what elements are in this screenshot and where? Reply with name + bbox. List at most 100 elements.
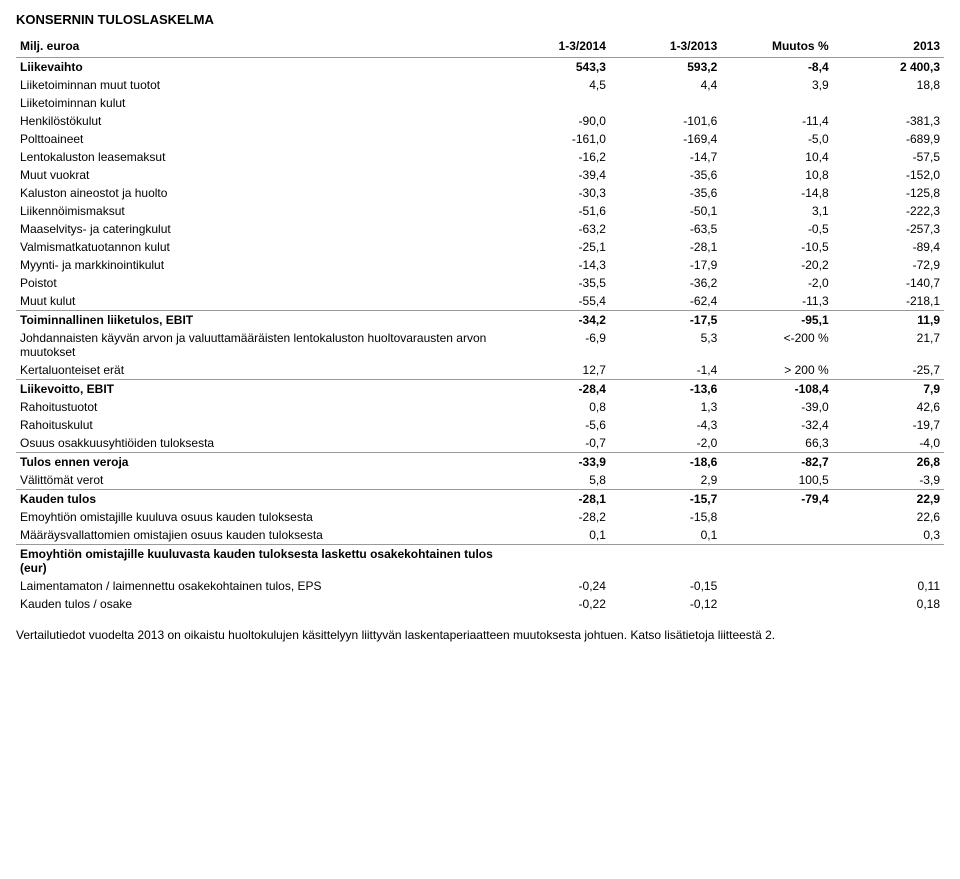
- row-val-4: -381,3: [833, 112, 944, 130]
- row-val-4: -57,5: [833, 148, 944, 166]
- table-row: Rahoitustuotot0,81,3-39,042,6: [16, 398, 944, 416]
- row-val-4: 0,18: [833, 595, 944, 613]
- row-val-2: -35,6: [610, 166, 721, 184]
- row-val-1: [499, 545, 610, 578]
- row-val-1: [499, 94, 610, 112]
- row-val-2: -101,6: [610, 112, 721, 130]
- row-val-3: 3,1: [721, 202, 832, 220]
- income-statement-table: Milj. euroa 1-3/2014 1-3/2013 Muutos % 2…: [16, 37, 944, 613]
- row-label: Laimentamaton / laimennettu osakekohtain…: [16, 577, 499, 595]
- row-val-4: 22,9: [833, 490, 944, 509]
- row-val-3: -79,4: [721, 490, 832, 509]
- row-val-1: -63,2: [499, 220, 610, 238]
- row-label: Liikennöimismaksut: [16, 202, 499, 220]
- row-val-2: -0,15: [610, 577, 721, 595]
- row-val-3: > 200 %: [721, 361, 832, 380]
- table-row: Poistot-35,5-36,2-2,0-140,7: [16, 274, 944, 292]
- row-val-2: [610, 94, 721, 112]
- row-label: Kauden tulos: [16, 490, 499, 509]
- row-val-4: [833, 94, 944, 112]
- row-val-4: 11,9: [833, 311, 944, 330]
- page-title: KONSERNIN TULOSLASKELMA: [16, 12, 944, 27]
- row-val-4: -3,9: [833, 471, 944, 490]
- row-label: Lentokaluston leasemaksut: [16, 148, 499, 166]
- row-val-1: -55,4: [499, 292, 610, 311]
- row-val-3: -14,8: [721, 184, 832, 202]
- row-val-3: [721, 577, 832, 595]
- row-val-4: -4,0: [833, 434, 944, 453]
- table-row: Maaselvitys- ja cateringkulut-63,2-63,5-…: [16, 220, 944, 238]
- row-val-1: -35,5: [499, 274, 610, 292]
- row-label: Kertaluonteiset erät: [16, 361, 499, 380]
- footnote: Vertailutiedot vuodelta 2013 on oikaistu…: [16, 627, 944, 643]
- row-val-4: 2 400,3: [833, 58, 944, 77]
- row-val-2: 593,2: [610, 58, 721, 77]
- row-label: Myynti- ja markkinointikulut: [16, 256, 499, 274]
- table-row: Johdannaisten käyvän arvon ja valuuttamä…: [16, 329, 944, 361]
- row-val-1: -0,7: [499, 434, 610, 453]
- row-val-3: -8,4: [721, 58, 832, 77]
- row-val-4: -25,7: [833, 361, 944, 380]
- row-val-4: -152,0: [833, 166, 944, 184]
- row-val-2: 1,3: [610, 398, 721, 416]
- row-val-4: 18,8: [833, 76, 944, 94]
- row-val-2: -15,8: [610, 508, 721, 526]
- row-val-4: -19,7: [833, 416, 944, 434]
- row-val-4: 0,3: [833, 526, 944, 545]
- row-val-1: -33,9: [499, 453, 610, 472]
- row-val-4: -140,7: [833, 274, 944, 292]
- row-val-1: 5,8: [499, 471, 610, 490]
- row-val-3: -32,4: [721, 416, 832, 434]
- row-val-1: -30,3: [499, 184, 610, 202]
- row-val-2: -17,5: [610, 311, 721, 330]
- row-val-1: -34,2: [499, 311, 610, 330]
- table-row: Kertaluonteiset erät12,7-1,4> 200 %-25,7: [16, 361, 944, 380]
- row-val-1: -28,2: [499, 508, 610, 526]
- table-row: Rahoituskulut-5,6-4,3-32,4-19,7: [16, 416, 944, 434]
- row-val-3: -39,0: [721, 398, 832, 416]
- row-label: Toiminnallinen liiketulos, EBIT: [16, 311, 499, 330]
- table-row: Toiminnallinen liiketulos, EBIT-34,2-17,…: [16, 311, 944, 330]
- row-val-2: 4,4: [610, 76, 721, 94]
- table-row: Muut kulut-55,4-62,4-11,3-218,1: [16, 292, 944, 311]
- row-val-2: -14,7: [610, 148, 721, 166]
- row-label: Henkilöstökulut: [16, 112, 499, 130]
- row-val-1: -5,6: [499, 416, 610, 434]
- row-label: Poistot: [16, 274, 499, 292]
- table-row: Liikevaihto543,3593,2-8,42 400,3: [16, 58, 944, 77]
- row-val-3: [721, 545, 832, 578]
- table-row: Henkilöstökulut-90,0-101,6-11,4-381,3: [16, 112, 944, 130]
- row-val-3: [721, 94, 832, 112]
- table-row: Tulos ennen veroja-33,9-18,6-82,726,8: [16, 453, 944, 472]
- row-val-2: [610, 545, 721, 578]
- row-val-1: -51,6: [499, 202, 610, 220]
- row-label: Osuus osakkuusyhtiöiden tuloksesta: [16, 434, 499, 453]
- row-val-3: 10,4: [721, 148, 832, 166]
- row-label: Kaluston aineostot ja huolto: [16, 184, 499, 202]
- row-label: Emoyhtiön omistajille kuuluvasta kauden …: [16, 545, 499, 578]
- row-label: Liiketoiminnan muut tuotot: [16, 76, 499, 94]
- row-val-3: -82,7: [721, 453, 832, 472]
- row-val-4: [833, 545, 944, 578]
- row-val-4: -72,9: [833, 256, 944, 274]
- table-row: Polttoaineet-161,0-169,4-5,0-689,9: [16, 130, 944, 148]
- row-val-2: 2,9: [610, 471, 721, 490]
- row-label: Muut vuokrat: [16, 166, 499, 184]
- table-row: Osuus osakkuusyhtiöiden tuloksesta-0,7-2…: [16, 434, 944, 453]
- row-label: Liikevoitto, EBIT: [16, 380, 499, 399]
- row-val-4: -125,8: [833, 184, 944, 202]
- row-val-4: 26,8: [833, 453, 944, 472]
- row-val-3: -0,5: [721, 220, 832, 238]
- row-val-3: -2,0: [721, 274, 832, 292]
- row-val-3: [721, 595, 832, 613]
- row-label: Emoyhtiön omistajille kuuluva osuus kaud…: [16, 508, 499, 526]
- row-val-2: -63,5: [610, 220, 721, 238]
- row-val-2: -4,3: [610, 416, 721, 434]
- row-val-2: -35,6: [610, 184, 721, 202]
- row-label: Kauden tulos / osake: [16, 595, 499, 613]
- row-val-4: 0,11: [833, 577, 944, 595]
- row-val-1: -16,2: [499, 148, 610, 166]
- col-header-period1: 1-3/2014: [499, 37, 610, 58]
- row-val-4: -257,3: [833, 220, 944, 238]
- row-val-2: -0,12: [610, 595, 721, 613]
